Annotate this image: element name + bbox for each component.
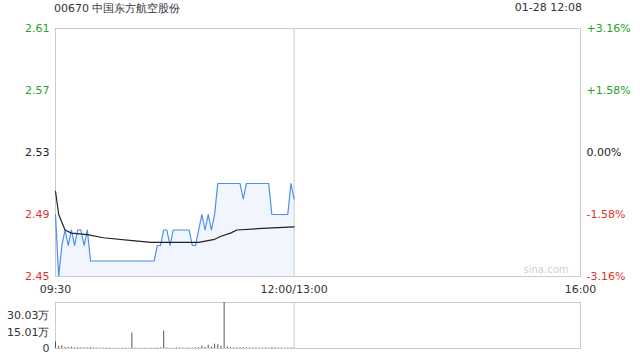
svg-text:15.01万: 15.01万 — [7, 326, 50, 339]
svg-text:-3.16%: -3.16% — [587, 270, 626, 283]
svg-text:2.57: 2.57 — [25, 84, 50, 97]
svg-text:2.49: 2.49 — [25, 208, 50, 221]
svg-text:30.03万: 30.03万 — [7, 309, 50, 322]
svg-text:16:00: 16:00 — [565, 283, 597, 296]
svg-text:2.53: 2.53 — [25, 146, 50, 159]
html-text:00670 中国东方航空股份: 00670 中国东方航空股份 — [54, 2, 181, 15]
html-text:01-28 12:08: 01-28 12:08 — [514, 1, 582, 14]
svg-text:sina.com: sina.com — [524, 264, 569, 275]
svg-text:2.45: 2.45 — [25, 270, 50, 283]
svg-text:+1.58%: +1.58% — [587, 84, 631, 97]
svg-text:-1.58%: -1.58% — [587, 208, 626, 221]
svg-text:0: 0 — [43, 342, 50, 355]
svg-text:2.61: 2.61 — [25, 22, 50, 35]
svg-text:+3.16%: +3.16% — [587, 22, 631, 35]
svg-text:12:00/13:00: 12:00/13:00 — [261, 283, 328, 296]
svg-text:09:30: 09:30 — [40, 283, 72, 296]
svg-text:0.00%: 0.00% — [587, 146, 622, 159]
